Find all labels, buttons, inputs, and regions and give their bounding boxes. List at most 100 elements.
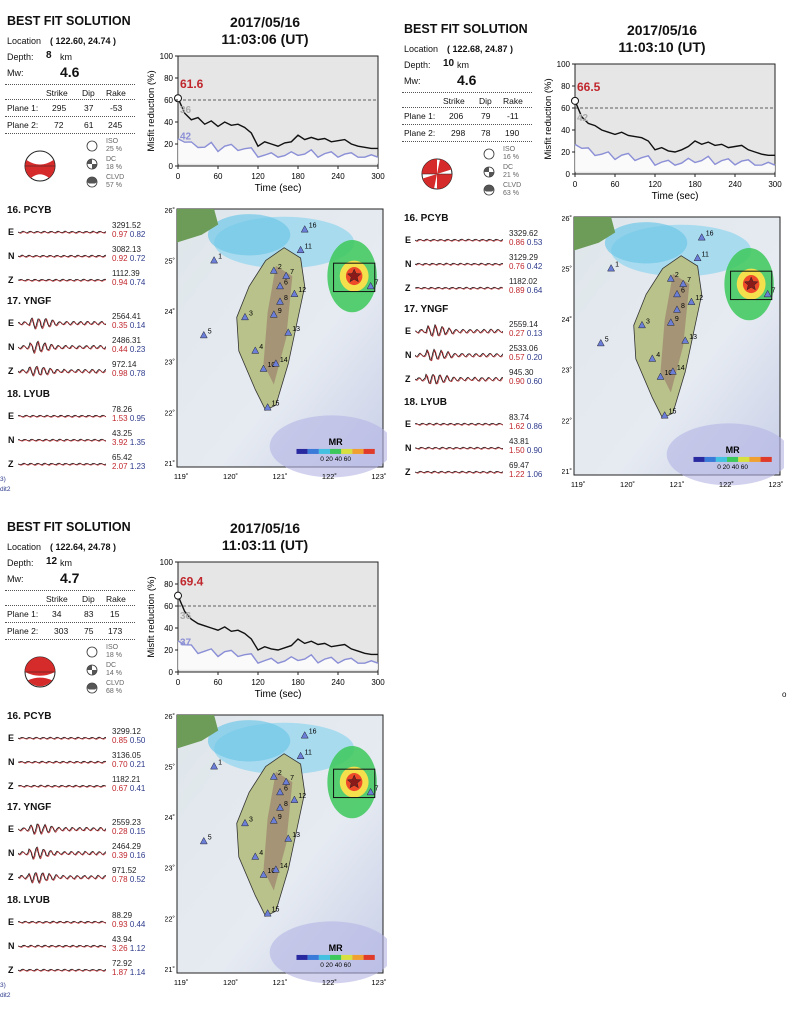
- y-axis-label: Misfit reduction (%): [146, 70, 157, 151]
- variance-reduction: 0.93: [112, 920, 128, 929]
- waveform-fit: 0.27 0.13: [509, 329, 542, 338]
- divider: [402, 141, 532, 142]
- station-name: 17. YNGF: [404, 304, 449, 315]
- depth-label: Depth:: [7, 558, 34, 568]
- x-tick-label: 240: [728, 180, 742, 189]
- mr-field-low: [269, 415, 394, 478]
- divider: [5, 590, 135, 591]
- event-time: 11:03:06 (UT): [221, 31, 309, 47]
- waveform-fit: 0.98 0.78: [112, 369, 145, 378]
- event-box: [333, 768, 376, 799]
- station-name: 17. YNGF: [7, 802, 52, 813]
- station-label: 15: [272, 401, 280, 408]
- correlation: 0.20: [526, 353, 543, 362]
- dc-ball-fill: [489, 172, 494, 177]
- y-tick-label: 60: [561, 104, 570, 113]
- station-label: 7: [375, 279, 379, 286]
- divider: [5, 99, 135, 100]
- map-legend-swatch: [318, 954, 331, 960]
- y-tick-label: 40: [561, 126, 570, 135]
- waveform-trace: [414, 323, 505, 338]
- depth-label: Depth:: [404, 60, 431, 70]
- mr-field-low: [666, 423, 791, 486]
- central-mountains: [263, 771, 293, 891]
- waveform-plot: [414, 422, 504, 426]
- station-marker: [269, 310, 278, 318]
- station-marker: [199, 836, 208, 845]
- y-tick-label: 60: [164, 96, 173, 105]
- map-legend-swatch: [296, 448, 308, 454]
- station-marker: [300, 731, 309, 739]
- waveform-plot: [17, 317, 107, 330]
- map-legend-title: MR: [726, 445, 740, 455]
- best-mr-value: 61.6: [180, 77, 204, 91]
- iso-ball: [86, 140, 98, 152]
- col-dip: Dip: [82, 594, 95, 604]
- component-label: E: [8, 227, 15, 237]
- y-tick-label: 100: [160, 52, 174, 61]
- synthetic-waveform: [415, 349, 505, 362]
- plane1-label: Plane 1:: [7, 609, 39, 619]
- mw-value: 4.6: [457, 72, 477, 88]
- divider: [5, 622, 135, 623]
- clvd-label: CLVD: [106, 680, 125, 687]
- station-marker: [366, 281, 375, 290]
- correlation: 1.12: [129, 944, 146, 953]
- x-tick-label: 0: [176, 172, 181, 181]
- y-tick-label: 20: [164, 646, 173, 655]
- dc-percent: 14 %: [106, 670, 122, 677]
- observed-waveform: [17, 254, 107, 258]
- waveform-plot: [17, 920, 107, 924]
- location-label: Location: [7, 542, 42, 552]
- station-label: 11: [305, 749, 312, 756]
- waveform-plot: [414, 373, 504, 385]
- station-marker: [296, 751, 305, 760]
- waveform-amplitude: 2533.06: [509, 344, 538, 353]
- best-mr-value: 69.4: [180, 575, 204, 589]
- correlation: 0.82: [129, 230, 146, 239]
- x-tick-label: 180: [291, 678, 305, 687]
- station-marker: [284, 328, 293, 336]
- station-marker: [668, 367, 677, 375]
- waveform-plot: [414, 238, 504, 242]
- lon-tick-label: 120˚: [620, 480, 635, 489]
- x-tick-label: 300: [371, 172, 385, 181]
- map-legend-swatch: [749, 456, 761, 462]
- station-marker: [607, 264, 615, 272]
- station-label: 7: [375, 785, 379, 792]
- variance-reduction: 0.97: [112, 230, 128, 239]
- station-label: 5: [605, 336, 609, 343]
- waveform-plot: [17, 278, 107, 282]
- map-legend-swatch: [330, 448, 342, 454]
- component-label: E: [405, 419, 412, 429]
- waveform-fit: 0.35 0.14: [112, 321, 145, 330]
- clvd-percent: 63 %: [503, 190, 519, 197]
- dc-ball-fill: [484, 167, 489, 172]
- waveform-plot: [414, 323, 505, 337]
- dc-ball-fill: [87, 159, 92, 164]
- waveform-amplitude: 3291.52: [112, 221, 141, 230]
- depth-unit: km: [60, 52, 72, 62]
- lat-tick-label: 23˚: [562, 366, 572, 375]
- map-legend-swatch: [296, 954, 308, 960]
- station-label: 2: [675, 272, 679, 279]
- variance-reduction: 0.70: [112, 760, 128, 769]
- correlation: 0.23: [129, 345, 146, 354]
- observed-waveform: [414, 286, 504, 290]
- waveform-plot: [17, 846, 108, 861]
- fragment-label: 3): [0, 982, 6, 989]
- variance-reduction: 0.86: [509, 238, 525, 247]
- waveform-fit: 1.62 0.86: [509, 422, 542, 431]
- synthetic-waveform: [18, 463, 107, 466]
- waveform-fit: 0.76 0.42: [509, 262, 542, 271]
- plane2-label: Plane 2:: [7, 120, 39, 130]
- station-label: 5: [208, 834, 212, 841]
- component-label: N: [8, 251, 15, 261]
- mr-field: [604, 222, 688, 264]
- waveform-fit: 0.94 0.74: [112, 278, 145, 287]
- component-label: E: [8, 917, 15, 927]
- station-label: 4: [259, 850, 263, 857]
- station-marker: [276, 803, 284, 811]
- lat-tick-label: 26˚: [165, 206, 175, 215]
- lon-tick-label: 119˚: [571, 480, 585, 489]
